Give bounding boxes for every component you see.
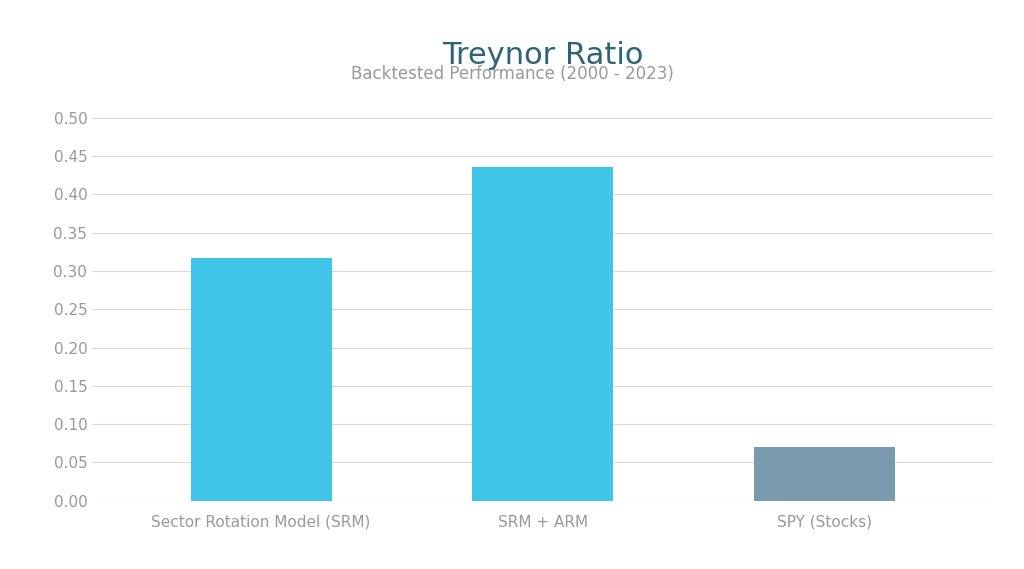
Bar: [472, 167, 613, 501]
Text: Backtested Performance (2000 - 2023): Backtested Performance (2000 - 2023): [350, 65, 674, 84]
Title: Treynor Ratio: Treynor Ratio: [442, 40, 643, 69]
Bar: [754, 447, 895, 501]
Bar: [190, 258, 332, 501]
